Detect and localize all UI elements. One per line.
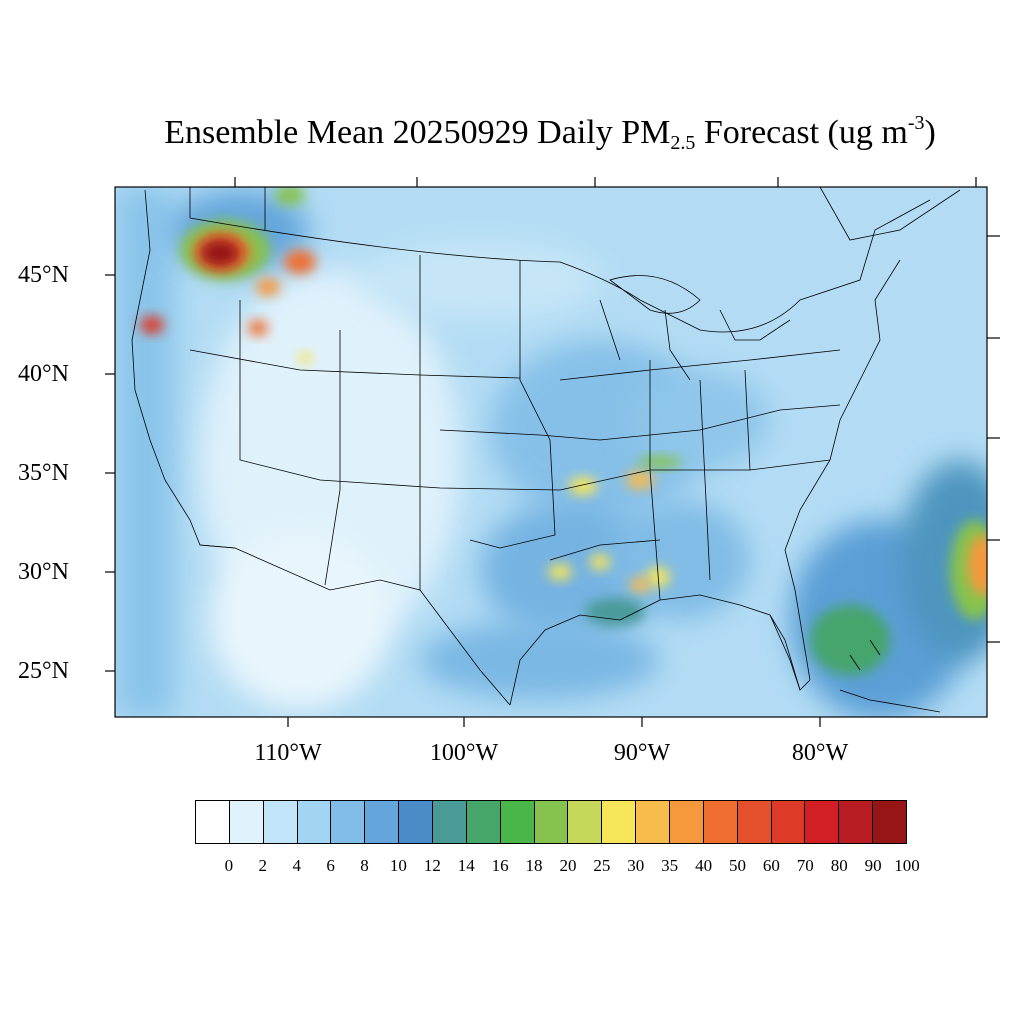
colorbar-swatch (737, 801, 772, 843)
lat-label-40: 40°N (18, 361, 69, 387)
colorbar-label: 16 (491, 856, 509, 875)
lat-label-30: 30°N (18, 559, 69, 585)
colorbar-label: 35 (661, 856, 679, 875)
colorbar-label: 18 (525, 856, 543, 875)
map-frame (114, 186, 988, 718)
colorbar-swatch (805, 801, 840, 843)
colorbar-label: 14 (457, 856, 475, 875)
colorbar-swatch (703, 801, 738, 843)
colorbar (195, 800, 907, 844)
lon-label-100w: 100°W (429, 740, 499, 766)
lat-label-45: 45°N (18, 262, 69, 288)
colorbar-swatch (196, 801, 230, 843)
colorbar-label: 30 (627, 856, 645, 875)
lon-label-90w: 90°W (613, 740, 671, 766)
colorbar-label: 25 (593, 856, 611, 875)
colorbar-swatch (297, 801, 332, 843)
colorbar-swatch (568, 801, 603, 843)
colorbar-label: 70 (796, 856, 814, 875)
colorbar-swatch (331, 801, 366, 843)
lat-label-35: 35°N (18, 460, 69, 486)
concentration-field (115, 187, 987, 717)
lon-label-110w: 110°W (254, 740, 322, 766)
colorbar-label: 10 (389, 856, 407, 875)
colorbar-swatch (500, 801, 535, 843)
colorbar-swatch (365, 801, 400, 843)
colorbar-label: 50 (728, 856, 746, 875)
colorbar-swatch (399, 801, 434, 843)
colorbar-swatch (839, 801, 874, 843)
colorbar-label: 12 (423, 856, 441, 875)
lon-label-80w: 80°W (791, 740, 849, 766)
colorbar-swatch (670, 801, 704, 843)
colorbar-label: 40 (695, 856, 713, 875)
axis-ticks (105, 177, 1000, 727)
colorbar-label: 80 (830, 856, 848, 875)
colorbar-swatch (229, 801, 264, 843)
boundaries (131, 187, 961, 713)
colorbar-swatch (771, 801, 806, 843)
lat-label-25: 25°N (18, 658, 69, 684)
colorbar-label: 60 (762, 856, 780, 875)
colorbar-label: 6 (326, 856, 335, 875)
colorbar-swatch (602, 801, 637, 843)
colorbar-label: 4 (292, 856, 301, 875)
colorbar-swatch (636, 801, 671, 843)
colorbar-swatch (873, 801, 907, 843)
colorbar-swatch (534, 801, 569, 843)
map-title: Ensemble Mean 20250929 Daily PM2.5 Forec… (164, 112, 936, 154)
colorbar-label: 2 (258, 856, 268, 875)
colorbar-label: 8 (360, 856, 369, 875)
colorbar-label: 90 (864, 856, 882, 875)
colorbar-label: 20 (559, 856, 577, 875)
colorbar-swatch (433, 801, 467, 843)
colorbar-label: 100 (894, 856, 920, 875)
colorbar-swatch (263, 801, 298, 843)
colorbar-label: 0 (224, 856, 234, 875)
colorbar-swatch (466, 801, 501, 843)
